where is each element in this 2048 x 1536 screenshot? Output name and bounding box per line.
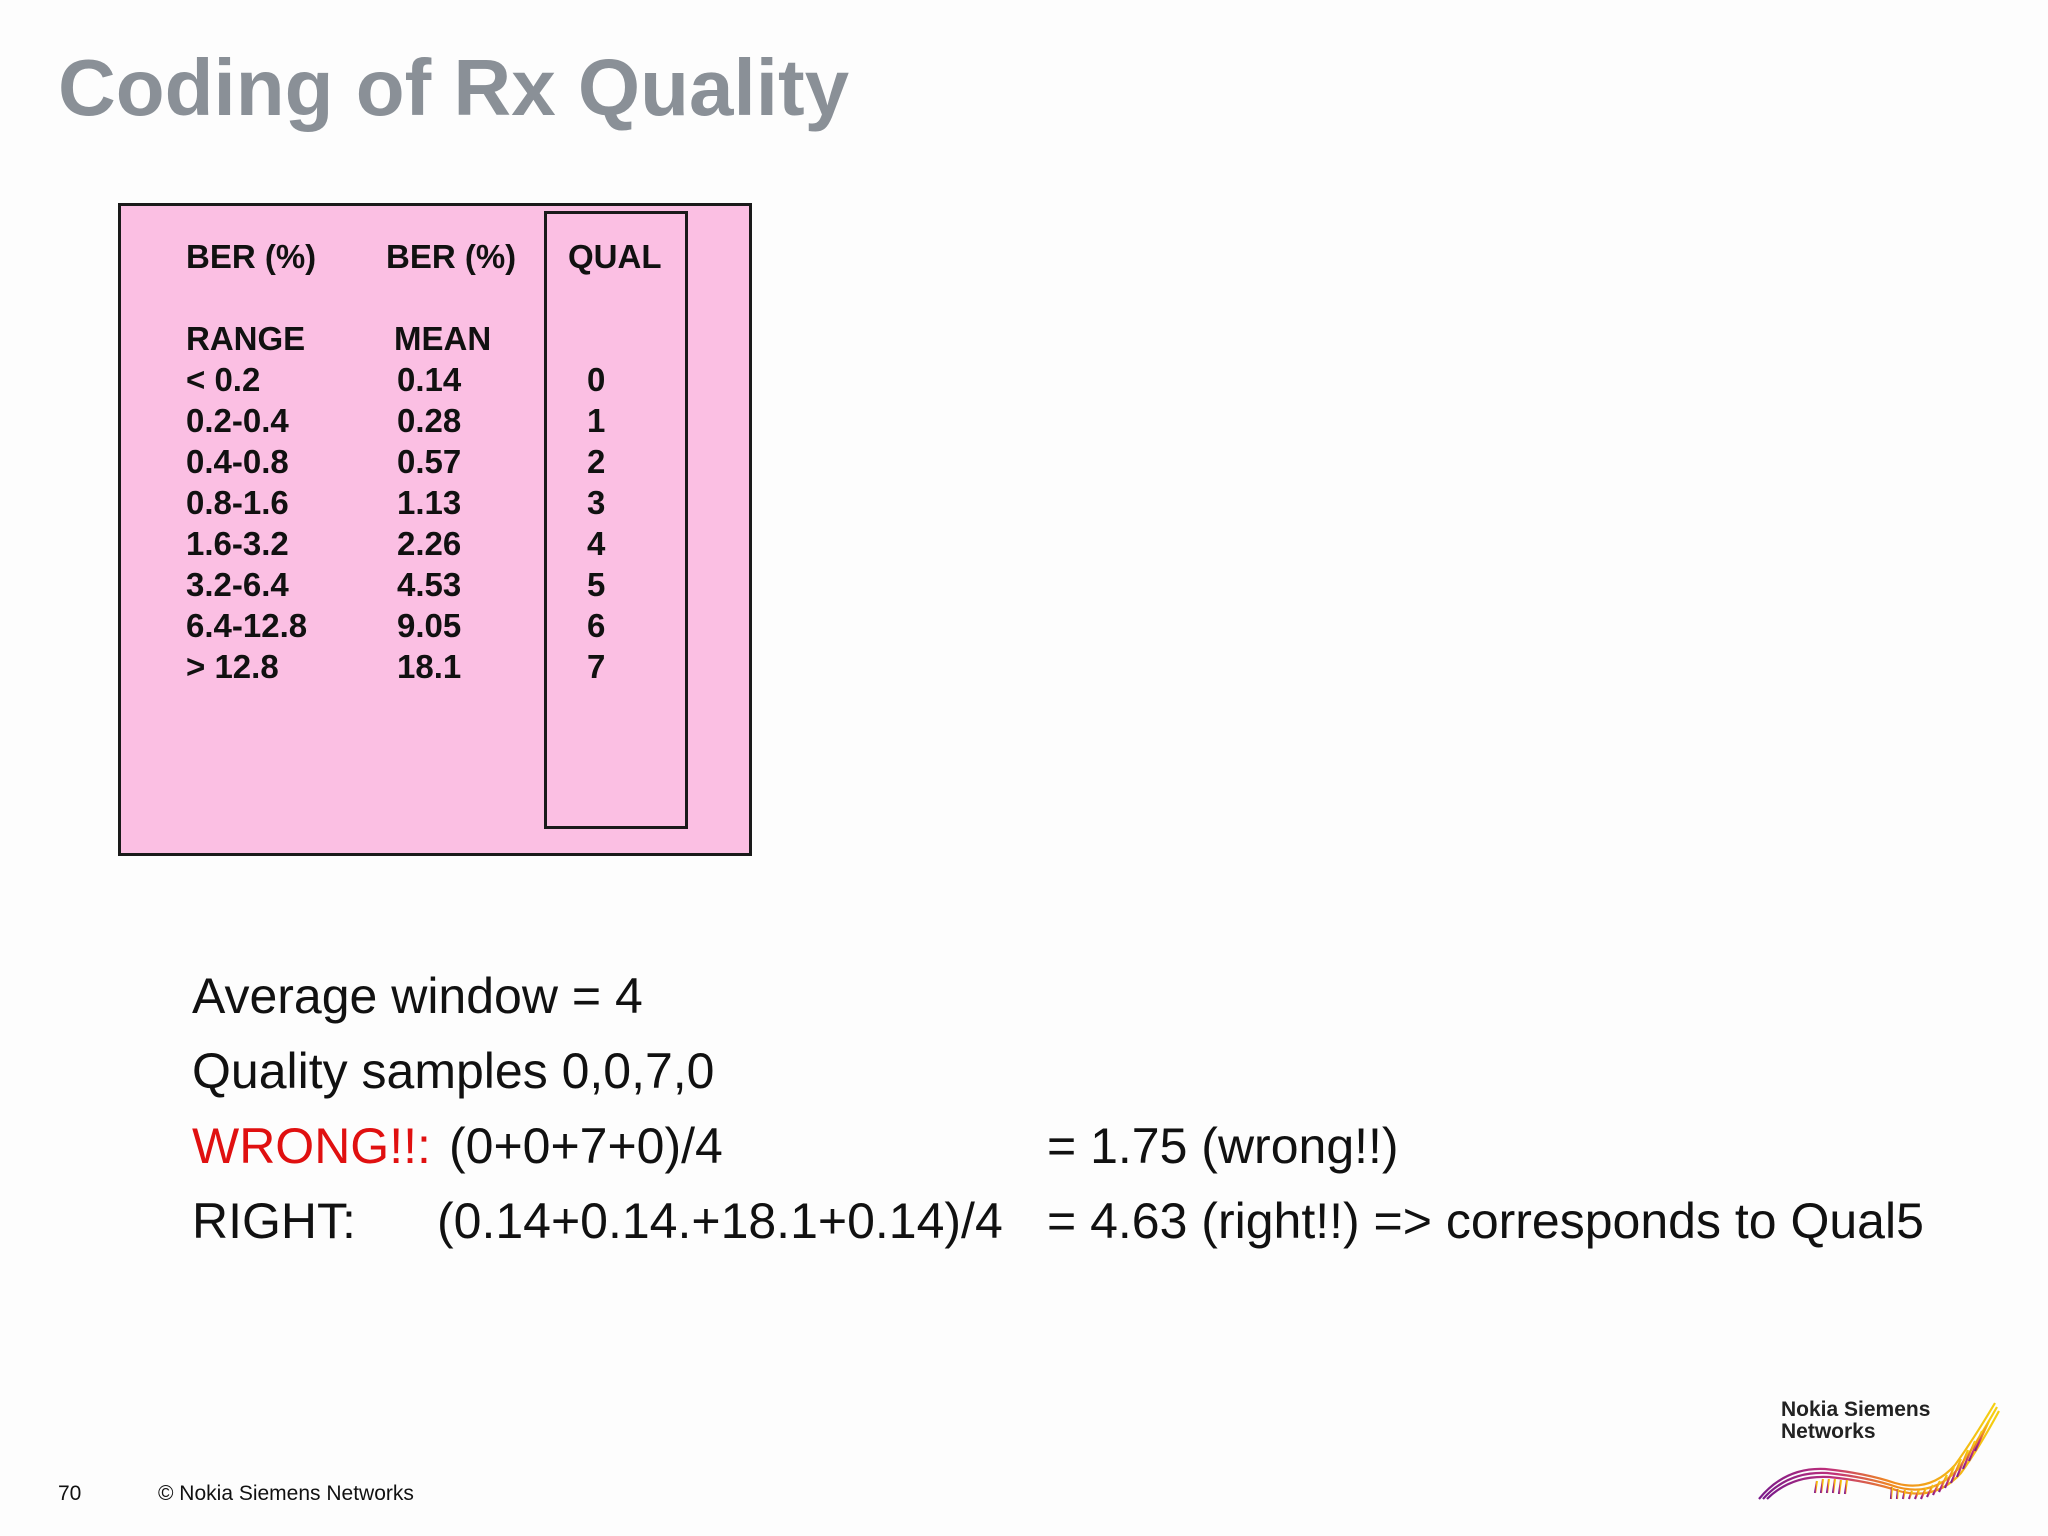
average-window-text: Average window = 4 [192,968,643,1024]
header-qual: QUAL [568,238,662,275]
cell-range: 0.8-1.6 [186,484,289,521]
cell-mean: 1.13 [397,484,462,521]
right-label: RIGHT: [192,1193,356,1249]
page-number: 70 [58,1482,82,1505]
cell-mean: 4.53 [397,566,462,603]
logo-line2: Networks [1781,1420,1876,1443]
logo-line1: Nokia Siemens [1781,1398,1931,1421]
cell-mean: 9.05 [397,607,462,644]
cell-mean: 18.1 [397,648,462,685]
cell-qual: 2 [587,443,606,480]
copyright-text: © Nokia Siemens Networks [158,1482,414,1505]
qual-column-frame [544,211,688,829]
nokia-siemens-networks-logo: Nokia Siemens Networks [1755,1395,2005,1505]
cell-qual: 5 [587,566,606,603]
cell-mean: 2.26 [397,525,462,562]
logo-swoosh-icon [1758,1402,2000,1500]
cell-qual: 7 [587,648,606,685]
cell-mean: 0.57 [397,443,462,480]
cell-range: 0.2-0.4 [186,402,289,439]
right-result: = 4.63 (right!!) => corresponds to Qual5 [1047,1193,1924,1249]
header-ber-mean: BER (%) [386,238,517,275]
quality-samples-text: Quality samples 0,0,7,0 [192,1043,715,1099]
cell-range: 3.2-6.4 [186,566,289,603]
wrong-result: = 1.75 (wrong!!) [1047,1118,1399,1174]
header-ber-range: BER (%) [186,238,317,275]
header-range: RANGE [186,320,306,357]
cell-qual: 6 [587,607,606,644]
right-formula: (0.14+0.14.+18.1+0.14)/4 [437,1193,1003,1249]
wrong-formula: (0+0+7+0)/4 [449,1118,723,1174]
wrong-label: WRONG!!: [192,1118,431,1174]
ber-quality-table [118,203,752,856]
cell-mean: 0.28 [397,402,462,439]
cell-mean: 0.14 [397,361,462,398]
cell-qual: 3 [587,484,606,521]
cell-range: 1.6-3.2 [186,525,289,562]
cell-qual: 0 [587,361,606,398]
cell-range: < 0.2 [186,361,261,398]
cell-qual: 4 [587,525,606,562]
cell-range: > 12.8 [186,648,279,685]
slide-title: Coding of Rx Quality [58,43,850,132]
cell-range: 0.4-0.8 [186,443,289,480]
cell-range: 6.4-12.8 [186,607,308,644]
header-mean: MEAN [394,320,492,357]
cell-qual: 1 [587,402,606,439]
